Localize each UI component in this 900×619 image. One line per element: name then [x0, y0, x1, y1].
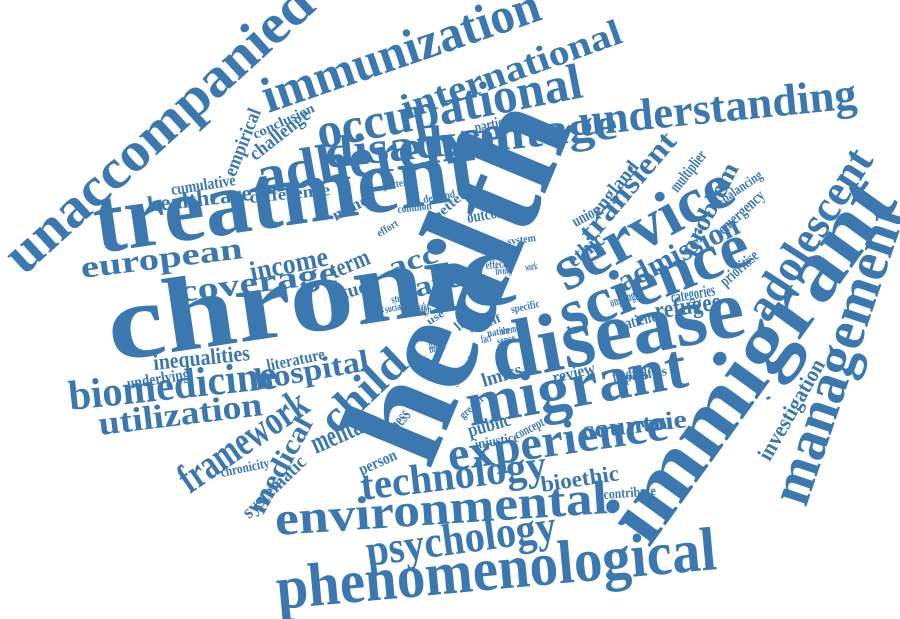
word-living: living: [494, 263, 513, 278]
word-thesis: thesis: [410, 353, 431, 368]
word-understanding: understanding: [576, 68, 859, 147]
word-fact: fact: [480, 332, 493, 346]
word-work: work: [524, 259, 539, 274]
